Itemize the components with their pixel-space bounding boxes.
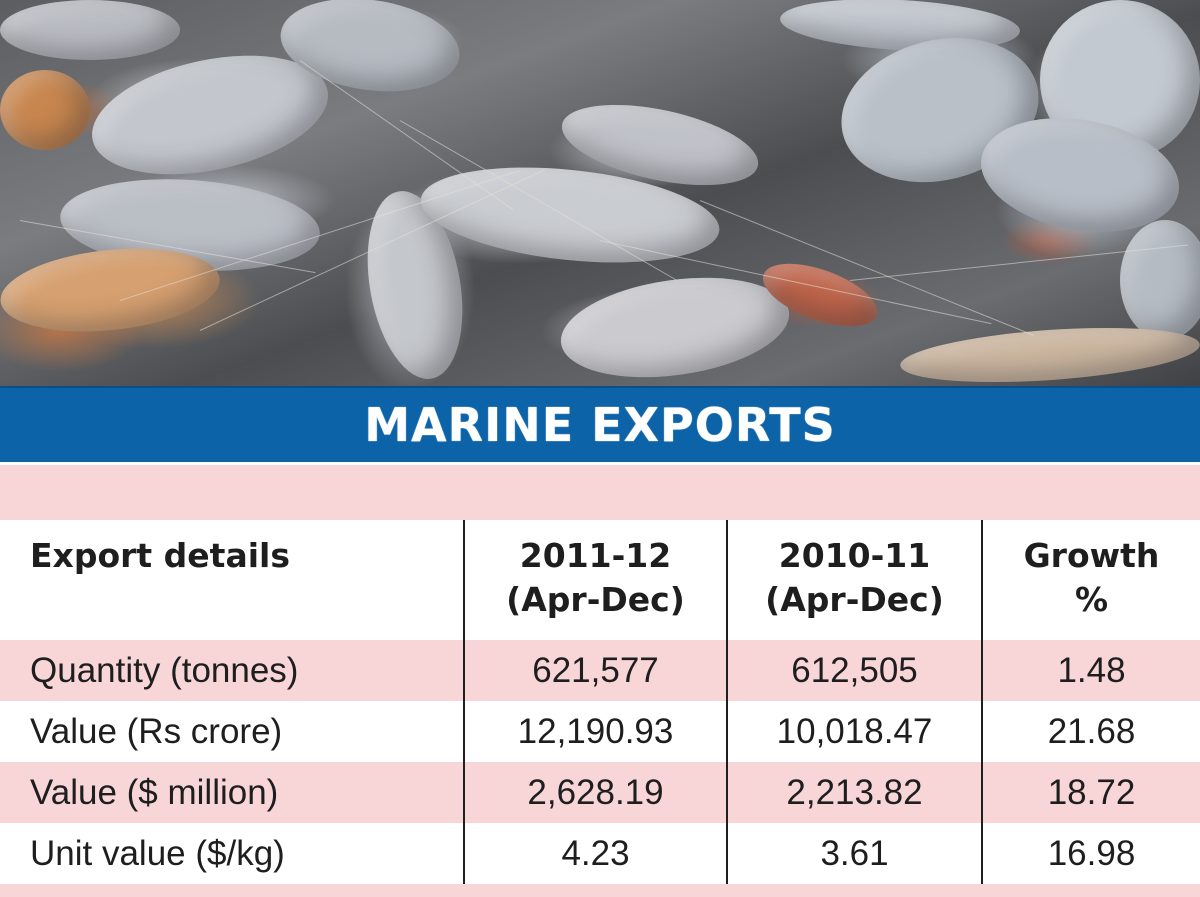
table-bottom-band	[0, 884, 1200, 897]
column-header-2010-11: 2010-11 (Apr-Dec)	[726, 520, 982, 640]
shrimp-shape	[0, 70, 90, 150]
row-label: Quantity (tonnes)	[0, 640, 464, 701]
table-header-row: Export details 2011-12 (Apr-Dec) 2010-11…	[0, 520, 1200, 640]
header-text: 2010-11	[778, 536, 931, 575]
shrimp-shape	[0, 0, 180, 60]
table-row: Value (Rs crore) 12,190.93 10,018.47 21.…	[0, 701, 1200, 762]
column-header-2011-12: 2011-12 (Apr-Dec)	[463, 520, 727, 640]
header-subtext: (Apr-Dec)	[506, 580, 685, 619]
row-label: Value (Rs crore)	[0, 701, 464, 762]
title-banner: MARINE EXPORTS	[0, 386, 1200, 462]
cell-value: 621,577	[463, 640, 727, 701]
shrimp-shape	[1120, 220, 1200, 340]
cell-value: 2,213.82	[726, 762, 982, 823]
cell-value: 2,628.19	[463, 762, 727, 823]
cell-value: 3.61	[726, 823, 982, 884]
cell-value: 12,190.93	[463, 701, 727, 762]
table-top-band	[0, 462, 1200, 520]
table-row: Quantity (tonnes) 621,577 612,505 1.48	[0, 640, 1200, 701]
cell-value: 1.48	[981, 640, 1200, 701]
header-text: Growth	[1023, 536, 1160, 575]
table-row: Unit value ($/kg) 4.23 3.61 16.98	[0, 823, 1200, 884]
cell-value: 4.23	[463, 823, 727, 884]
row-label: Value ($ million)	[0, 762, 464, 823]
header-text: Export details	[30, 536, 290, 575]
column-header-export-details: Export details	[0, 520, 464, 640]
shrimp-photo	[0, 0, 1200, 386]
page-title: MARINE EXPORTS	[364, 398, 836, 452]
shrimp-shape	[898, 319, 1200, 386]
shrimp-shape	[554, 264, 796, 386]
cell-value: 10,018.47	[726, 701, 982, 762]
cell-value: 612,505	[726, 640, 982, 701]
cell-value: 16.98	[981, 823, 1200, 884]
header-subtext: (Apr-Dec)	[765, 580, 944, 619]
header-text: 2011-12	[519, 536, 672, 575]
table-row: Value ($ million) 2,628.19 2,213.82 18.7…	[0, 762, 1200, 823]
row-label: Unit value ($/kg)	[0, 823, 464, 884]
column-header-growth: Growth %	[981, 520, 1200, 640]
marine-exports-table: Export details 2011-12 (Apr-Dec) 2010-11…	[0, 520, 1200, 884]
cell-value: 21.68	[981, 701, 1200, 762]
header-subtext: %	[1074, 580, 1109, 619]
cell-value: 18.72	[981, 762, 1200, 823]
